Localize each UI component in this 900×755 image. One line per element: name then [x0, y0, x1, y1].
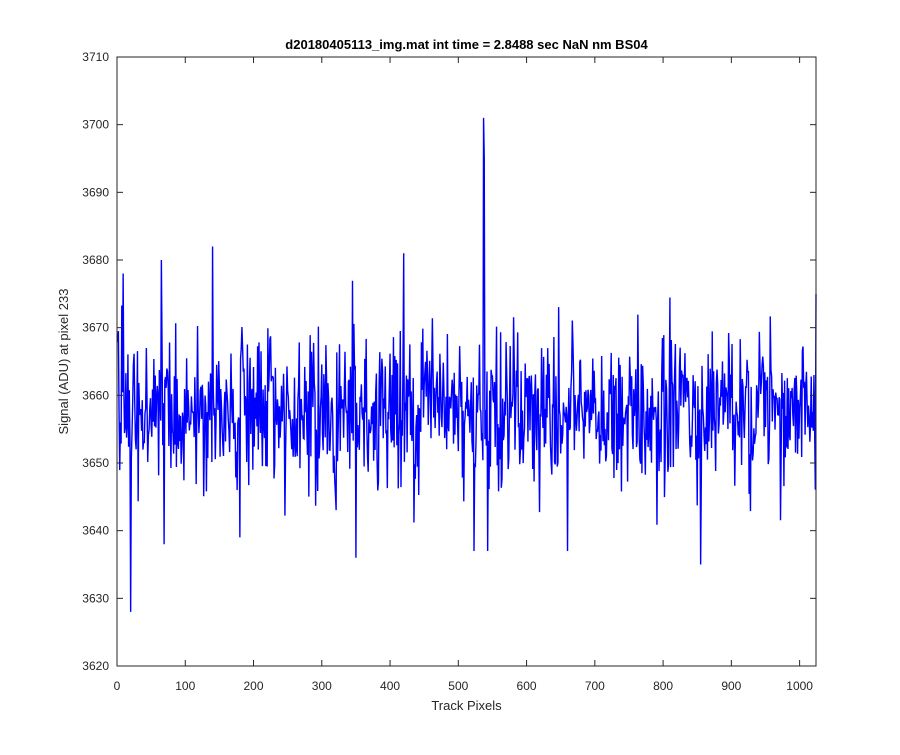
plot-box [116, 56, 817, 667]
y-tick-label: 3620 [82, 659, 109, 673]
x-tick-label: 0 [114, 679, 121, 693]
y-axis-label: Signal (ADU) at pixel 233 [56, 289, 71, 435]
x-tick-label: 200 [244, 679, 264, 693]
y-tick-label: 3670 [82, 321, 109, 335]
x-axis: 0 100 200 300 400 500 600 700 800 900 1000 [114, 57, 813, 693]
y-tick-label: 3650 [82, 456, 109, 470]
plot-area-background [117, 57, 816, 666]
chart-title: d20180405113_img.mat int time = 2.8488 s… [285, 37, 648, 52]
x-tick-label: 600 [517, 679, 537, 693]
x-tick-label: 800 [653, 679, 673, 693]
y-tick-label: 3680 [82, 253, 109, 267]
x-tick-label: 100 [175, 679, 195, 693]
x-tick-label: 700 [585, 679, 605, 693]
x-tick-label: 900 [721, 679, 741, 693]
y-tick-label: 3660 [82, 388, 109, 402]
x-tick-label: 300 [312, 679, 332, 693]
x-axis-label: Track Pixels [431, 698, 502, 713]
y-tick-label: 3640 [82, 524, 109, 538]
x-tick-label: 400 [380, 679, 400, 693]
y-tick-label: 3710 [82, 50, 109, 64]
x-tick-label: 1000 [786, 679, 813, 693]
x-tick-label: 500 [448, 679, 468, 693]
series-layer [116, 117, 817, 612]
y-tick-label: 3690 [82, 185, 109, 199]
y-axis: 3620 3630 3640 3650 3660 3670 3680 3690 3700 3710 [82, 50, 816, 673]
y-tick-label: 3700 [82, 118, 109, 132]
y-tick-label: 3630 [82, 591, 109, 605]
series-line [116, 117, 817, 612]
